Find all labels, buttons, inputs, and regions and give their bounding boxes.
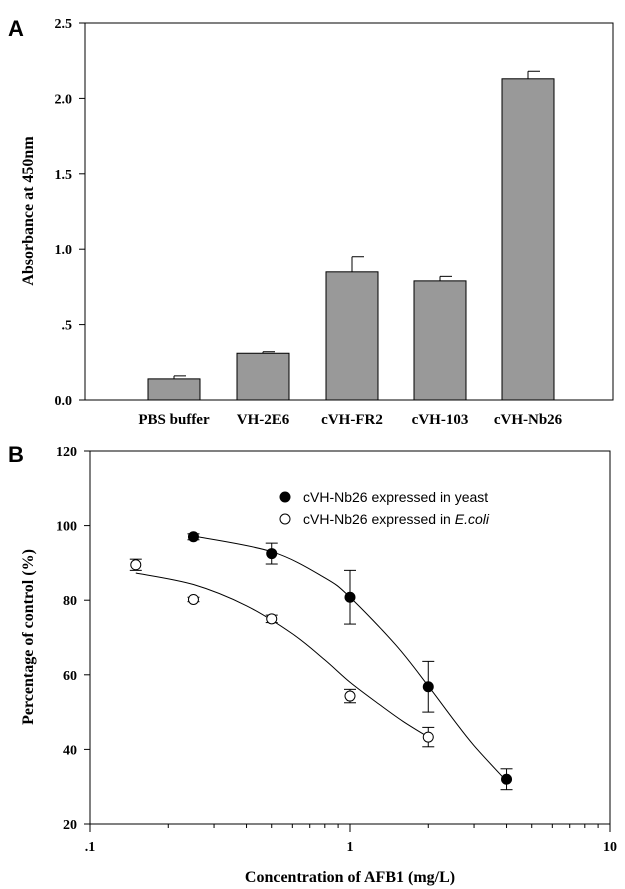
bar (147, 378, 201, 401)
y-tick-label: 1.0 (55, 243, 73, 258)
bar (501, 78, 555, 401)
legend-label-ecoli-italic: E.coli (455, 511, 490, 527)
bar (236, 352, 290, 401)
y-tick-label: 1.5 (55, 168, 73, 183)
panel-b-legend: cVH-Nb26 expressed in yeast cVH-Nb26 exp… (279, 489, 490, 527)
y-tick-label: .5 (62, 319, 73, 334)
y-tick-label: 80 (63, 594, 77, 609)
panel-a-y-ticks: 0.0 .5 1.0 1.5 2.0 2.5 (55, 17, 85, 409)
y-tick-label: 60 (63, 669, 77, 684)
x-category-label: cVH-Nb26 (494, 412, 563, 428)
legend-marker-ecoli (279, 513, 291, 525)
data-point (344, 690, 356, 702)
y-tick-label: 120 (56, 445, 77, 460)
y-tick-label: 2.0 (55, 92, 73, 107)
legend-label-ecoli-text: cVH-Nb26 expressed in (303, 511, 455, 527)
panel-a-bars (147, 70, 555, 401)
panel-a-x-labels: PBS buffer VH-2E6 cVH-FR2 cVH-103 cVH-Nb26 (138, 412, 562, 428)
panel-b-plot-frame (89, 450, 611, 825)
panel-b-y-axis-label: Percentage of control (%) (20, 549, 37, 725)
x-tick-label: .1 (85, 840, 96, 855)
x-tick-label: 1 (347, 840, 354, 855)
data-point (187, 593, 199, 605)
fit-curve (193, 535, 507, 782)
data-point (422, 681, 434, 693)
y-tick-label: 100 (56, 520, 77, 535)
data-point (266, 613, 278, 625)
y-tick-label: 20 (63, 818, 77, 833)
y-tick-label: 40 (63, 743, 77, 758)
panel-a-bar-chart: A 0.0 .5 1.0 1.5 2.0 2.5 PBS buffer VH-2E6 cVH-… (8, 16, 614, 428)
fit-curve (135, 572, 429, 738)
x-category-label: cVH-FR2 (321, 412, 383, 428)
x-category-label: PBS buffer (138, 412, 210, 428)
data-point (266, 548, 278, 560)
bar (325, 271, 379, 401)
bar (413, 280, 467, 401)
legend-marker-yeast (279, 491, 291, 503)
legend-label-yeast: cVH-Nb26 expressed in yeast (303, 489, 488, 505)
data-point (422, 731, 434, 743)
panel-a-y-axis-label: Absorbance at 450nm (20, 136, 37, 286)
panel-a-label: A (8, 16, 24, 41)
x-category-label: VH-2E6 (237, 412, 290, 428)
panel-b-y-ticks: 20 40 60 80 100 120 (56, 445, 90, 833)
panel-b-x-axis-label: Concentration of AFB1 (mg/L) (245, 869, 455, 886)
legend-label-ecoli: cVH-Nb26 expressed in E.coli (303, 511, 490, 527)
x-category-label: cVH-103 (412, 412, 469, 428)
x-tick-label: 10 (603, 840, 617, 855)
panel-b-label: B (8, 442, 24, 467)
y-tick-label: 2.5 (55, 17, 73, 32)
y-tick-label: 0.0 (55, 394, 73, 409)
data-point (130, 559, 142, 571)
data-point (501, 773, 513, 785)
data-point (344, 591, 356, 603)
panel-b-x-ticks: .1 1 10 (85, 824, 617, 855)
data-point (187, 531, 199, 543)
panel-b-series (129, 531, 513, 791)
panel-b-scatter-chart: B 20 40 60 80 100 120 .1 1 10 cVH-Nb26 expresse… (8, 442, 617, 886)
